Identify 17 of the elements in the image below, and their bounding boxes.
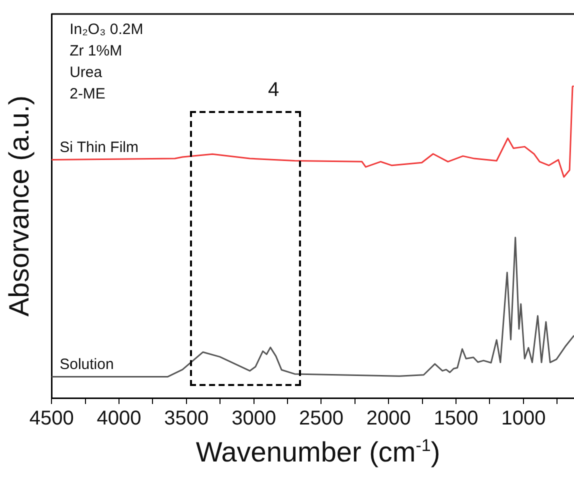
x-tick-label: 1000 (501, 408, 546, 430)
x-tick-label: 4000 (96, 408, 142, 430)
x-tick-label: 4500 (29, 408, 74, 430)
x-axis-title: Wavenumber (cm$^{-1}$) (194, 436, 442, 468)
x-tick-label: 2500 (298, 408, 344, 430)
series-label: Si Thin Film (60, 138, 139, 156)
x-tick-label: 3000 (232, 408, 276, 430)
x-tick-label: 2000 (366, 408, 411, 430)
annotation: 2-ME (70, 86, 106, 102)
text: Zr 1%M (70, 42, 122, 60)
x-tick-label: 1500 (434, 408, 478, 430)
text: In₂O₃ 0.2M (70, 21, 144, 38)
x-tick-label: 3500 (164, 408, 209, 430)
annotation: 4 (268, 79, 280, 101)
text: Urea (70, 64, 103, 81)
y-axis-title: Absorvance (a.u.) (4, 96, 35, 316)
series-label: Solution (60, 356, 114, 373)
